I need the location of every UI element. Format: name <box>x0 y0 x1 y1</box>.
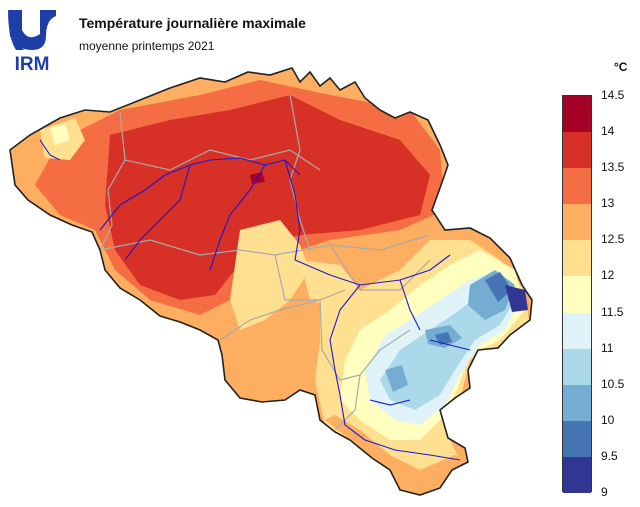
legend-label: 9.5 <box>601 448 618 463</box>
legend-label: 9 <box>601 485 608 499</box>
map-subtitle: moyenne printemps 2021 <box>79 39 215 53</box>
legend-label: 10.5 <box>601 376 625 391</box>
legend-swatch <box>563 420 591 458</box>
legend-label: 13 <box>601 196 615 211</box>
irm-logo: IRM <box>8 10 56 72</box>
legend-label: 12 <box>601 268 615 283</box>
legend-swatch <box>563 204 591 241</box>
legend-label: 14 <box>601 124 615 139</box>
legend-label: 13.5 <box>601 160 625 175</box>
color-legend <box>562 95 592 494</box>
logo-emblem-icon <box>8 10 56 50</box>
rivers <box>39 139 471 461</box>
legend-swatch <box>563 276 591 314</box>
legend-label: 14.5 <box>601 88 625 102</box>
legend-swatch <box>563 132 591 169</box>
map-title: Température journalière maximale <box>79 15 306 31</box>
legend-swatch <box>563 456 591 494</box>
legend-label: 11 <box>601 340 614 355</box>
legend-swatch <box>563 168 591 205</box>
legend-swatch <box>563 96 591 133</box>
legend-label: 12.5 <box>601 232 625 247</box>
logo-text: IRM <box>15 54 50 72</box>
legend-unit: °C <box>614 60 628 74</box>
legend-swatch <box>563 240 591 277</box>
legend-label: 10 <box>601 412 615 427</box>
legend-swatch <box>563 312 591 350</box>
legend-label: 11.5 <box>601 304 624 319</box>
belgium-border <box>9 67 533 496</box>
temperature-field <box>10 68 532 495</box>
legend-swatch <box>563 384 591 422</box>
province-boundaries <box>99 94 431 431</box>
legend-swatch <box>563 348 591 386</box>
